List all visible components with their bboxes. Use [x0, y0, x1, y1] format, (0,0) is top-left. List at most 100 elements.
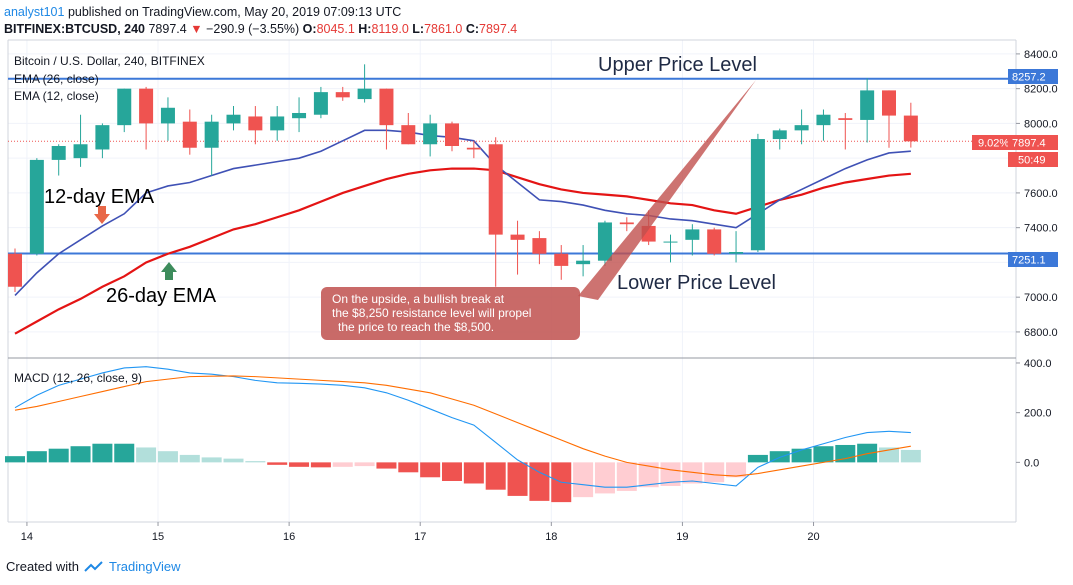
tradingview-brand-link[interactable]: TradingView: [108, 559, 181, 574]
ema26-annotation: 26-day EMA: [106, 285, 217, 307]
candle: [619, 217, 634, 232]
macd-histogram-bar: [442, 462, 462, 481]
candle: [794, 109, 809, 145]
candle: [335, 86, 350, 101]
candle: [226, 106, 241, 131]
callout-line-1: On the upside, a bullish break at: [332, 292, 505, 306]
macd-histogram-bar: [245, 461, 266, 463]
candle-body: [772, 130, 787, 140]
candle-body: [750, 139, 765, 251]
candle: [445, 121, 459, 152]
candle: [379, 88, 394, 150]
candle: [423, 114, 438, 157]
price-tick-label: 7400.0: [1024, 223, 1058, 235]
callout-pointer: [578, 80, 756, 300]
candle-body: [8, 253, 22, 287]
macd-histogram-bar: [660, 462, 681, 486]
candle-body: [663, 241, 678, 243]
candle: [597, 220, 612, 266]
candle: [248, 106, 263, 145]
footer: Created with TradingView: [6, 559, 181, 574]
price-badge: 7897.4: [1008, 135, 1058, 150]
candle: [29, 158, 44, 256]
macd-histogram-bar: [463, 462, 484, 484]
macd-histogram-bar: [747, 454, 768, 463]
callout-line-3: the price to reach the $8,500.: [338, 320, 494, 334]
candle-body: [445, 123, 459, 146]
macd-legend: MACD (12, 26, close, 9): [14, 371, 142, 385]
time-tick-label: 20: [807, 531, 819, 543]
price-tick-label: 8200.0: [1024, 84, 1058, 96]
candle: [160, 97, 175, 141]
candle: [685, 224, 700, 256]
author-link[interactable]: analyst101: [4, 5, 65, 19]
time-tick-label: 17: [414, 531, 426, 543]
candle-body: [335, 92, 350, 98]
lower-level-badge-text: 7251.1: [1012, 255, 1046, 267]
price-tick-label: 7000.0: [1024, 292, 1058, 304]
time-tick-label: 14: [21, 531, 33, 543]
percent-badge: 9.02%: [972, 135, 1014, 150]
macd-histogram-bar: [616, 462, 637, 491]
price-tick-label: 8400.0: [1024, 49, 1058, 61]
time-tick-label: 18: [545, 531, 557, 543]
close-value: 7897.4: [479, 22, 518, 36]
macd-histogram-bar: [223, 458, 244, 463]
macd-histogram-bar: [857, 443, 878, 463]
open-label: O:: [302, 22, 317, 36]
high-value: 8119.0: [371, 22, 409, 36]
macd-histogram-bar: [594, 462, 615, 494]
candle-body: [313, 92, 328, 115]
time-tick-label: 15: [152, 531, 164, 543]
candle: [466, 140, 481, 159]
price-level-lines[interactable]: [8, 77, 1016, 255]
callout-box[interactable]: On the upside, a bullish break at the $8…: [321, 287, 580, 340]
macd-histogram-bar: [310, 462, 331, 468]
macd-histogram-bar: [638, 462, 659, 488]
macd-histogram-bar: [682, 462, 703, 484]
chart-header: analyst101 published on TradingView.com,…: [4, 4, 517, 38]
candle-body: [510, 234, 525, 240]
macd-histogram-bar: [70, 446, 91, 463]
candle-body: [139, 88, 154, 124]
candle: [663, 234, 678, 263]
macd-histogram-bar: [354, 462, 375, 467]
candle-body: [903, 115, 918, 142]
ema12-annotation: 12-day EMA: [44, 186, 155, 208]
macd-histogram-bar: [5, 456, 25, 463]
candle: [401, 112, 416, 145]
candle: [488, 137, 503, 287]
candle-body: [554, 253, 569, 266]
candle-body: [423, 123, 438, 145]
macd-histogram-bar: [289, 462, 310, 467]
candle: [838, 112, 853, 150]
macd-histogram-bar: [114, 443, 135, 463]
macd-tick-label: 400.0: [1024, 358, 1052, 370]
candle-body: [270, 116, 285, 131]
candle: [860, 78, 875, 143]
candle: [51, 144, 66, 176]
candle-body: [532, 238, 547, 254]
candle-body: [794, 125, 809, 131]
candle: [270, 106, 285, 141]
candle: [510, 220, 525, 275]
macd-histogram-bar: [267, 462, 288, 465]
macd-histogram-bar: [769, 451, 790, 463]
candle: [95, 123, 110, 159]
macd-histogram-bar: [573, 462, 594, 498]
ema12-line: [14, 129, 911, 296]
upper-level-label: Upper Price Level: [598, 54, 757, 76]
macd-histogram-bar: [485, 462, 506, 490]
candle-body: [379, 88, 394, 126]
ema26-legend: EMA (26, close): [14, 72, 99, 86]
macd-histogram-bar: [900, 449, 921, 463]
candle: [554, 245, 569, 280]
macd-histogram: [5, 443, 921, 503]
macd-histogram-bar: [726, 462, 747, 478]
publish-line: analyst101 published on TradingView.com,…: [4, 4, 517, 21]
candle: [707, 227, 722, 256]
macd-histogram-bar: [420, 462, 441, 478]
created-with-label: Created with: [6, 559, 79, 574]
timer-badge: 50:49: [1008, 152, 1058, 167]
